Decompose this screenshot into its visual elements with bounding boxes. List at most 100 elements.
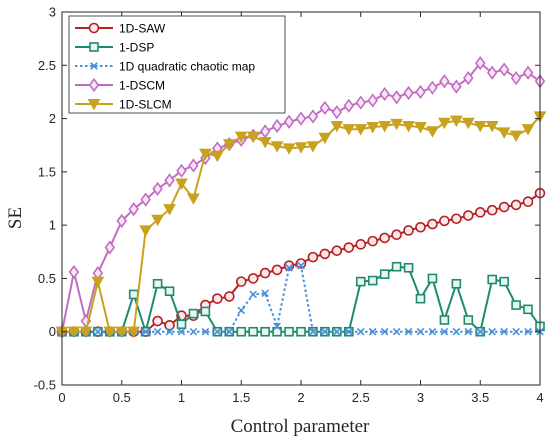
data-point-marker bbox=[427, 80, 438, 95]
x-tick-label: 3.5 bbox=[471, 390, 489, 405]
y-tick-label: 3 bbox=[49, 5, 56, 20]
data-point-marker bbox=[403, 262, 414, 273]
data-point-marker bbox=[319, 100, 331, 116]
y-tick-label: 2.5 bbox=[38, 58, 56, 73]
data-point-marker bbox=[188, 308, 199, 319]
data-point-marker bbox=[404, 327, 413, 336]
data-point-marker bbox=[522, 196, 534, 207]
data-point-marker bbox=[89, 42, 99, 52]
data-point-marker bbox=[331, 245, 343, 257]
data-point-marker bbox=[272, 326, 282, 337]
data-point-marker bbox=[439, 215, 450, 227]
data-point-marker bbox=[415, 221, 426, 233]
x-tick-label: 1.5 bbox=[232, 390, 250, 405]
data-point-marker bbox=[163, 204, 176, 216]
data-point-marker bbox=[88, 22, 100, 34]
data-point-marker bbox=[379, 86, 390, 102]
data-point-marker bbox=[212, 293, 223, 304]
data-point-marker bbox=[403, 225, 414, 236]
data-point-marker bbox=[321, 327, 329, 336]
data-point-marker bbox=[261, 289, 269, 298]
data-point-marker bbox=[511, 300, 521, 310]
data-point-marker bbox=[152, 315, 163, 327]
data-point-marker bbox=[355, 239, 367, 250]
x-axis-ticks: 0 0.5 1 1.5 2 2.5 3 3.5 4 bbox=[58, 12, 544, 405]
data-point-marker bbox=[415, 293, 426, 304]
data-point-marker bbox=[438, 117, 451, 130]
data-point-marker bbox=[87, 98, 101, 111]
data-point-marker bbox=[378, 120, 392, 133]
data-point-marker bbox=[67, 326, 81, 339]
data-point-marker bbox=[152, 181, 163, 197]
data-point-marker bbox=[449, 115, 463, 128]
data-point-marker bbox=[307, 251, 319, 263]
data-point-marker bbox=[499, 276, 509, 287]
data-point-marker bbox=[439, 315, 450, 325]
data-point-marker bbox=[452, 327, 461, 336]
data-point-marker bbox=[330, 120, 344, 133]
data-point-marker bbox=[235, 276, 247, 287]
data-point-marker bbox=[500, 327, 508, 336]
x-tick-label: 3 bbox=[417, 390, 424, 405]
data-point-marker bbox=[318, 132, 332, 145]
data-point-marker bbox=[294, 142, 308, 154]
data-point-marker bbox=[248, 326, 258, 337]
data-point-marker bbox=[354, 124, 368, 136]
data-point-marker bbox=[104, 240, 116, 255]
data-point-marker bbox=[428, 327, 437, 336]
x-tick-label: 2.5 bbox=[352, 390, 370, 405]
data-point-marker bbox=[366, 122, 380, 134]
data-point-marker bbox=[297, 261, 305, 270]
data-point-marker bbox=[273, 322, 281, 331]
legend-label: 1-DSP bbox=[119, 41, 154, 55]
data-point-marker bbox=[91, 276, 105, 289]
data-point-marker bbox=[391, 90, 402, 105]
data-point-marker bbox=[295, 111, 307, 126]
legend-label: 1D-SLCM bbox=[119, 98, 172, 112]
data-point-marker bbox=[355, 276, 366, 287]
data-point-marker bbox=[333, 327, 341, 336]
data-point-marker bbox=[237, 306, 246, 315]
data-point-marker bbox=[258, 136, 272, 149]
data-point-marker bbox=[379, 232, 390, 244]
data-point-marker bbox=[307, 109, 319, 124]
data-point-marker bbox=[140, 192, 151, 207]
data-point-marker bbox=[90, 62, 98, 70]
data-point-marker bbox=[103, 326, 117, 339]
data-point-marker bbox=[246, 131, 260, 144]
data-point-marker bbox=[189, 327, 198, 336]
data-point-marker bbox=[164, 320, 175, 331]
data-point-marker bbox=[439, 74, 450, 89]
data-point-marker bbox=[295, 258, 307, 269]
legend-label: 1D quadratic chaotic map bbox=[119, 60, 255, 74]
data-point-marker bbox=[523, 304, 533, 315]
data-point-marker bbox=[379, 269, 390, 279]
x-tick-label: 1 bbox=[178, 390, 185, 405]
legend: 1D-SAW 1-DSP 1D quadratic chaotic map 1-DSC… bbox=[68, 15, 286, 114]
data-point-marker bbox=[259, 267, 271, 279]
data-point-marker bbox=[461, 117, 475, 130]
data-point-marker bbox=[475, 56, 486, 71]
data-point-marker bbox=[282, 143, 296, 155]
data-point-marker bbox=[139, 225, 153, 237]
data-point-marker bbox=[249, 290, 258, 299]
data-point-marker bbox=[451, 213, 462, 225]
data-point-marker bbox=[487, 274, 498, 285]
x-tick-label: 2 bbox=[297, 390, 304, 405]
legend-label: 1D-SAW bbox=[119, 22, 166, 36]
data-point-marker bbox=[392, 327, 401, 336]
data-point-marker bbox=[356, 327, 365, 336]
data-point-marker bbox=[524, 327, 532, 336]
data-point-marker bbox=[416, 327, 425, 336]
x-tick-label: 4 bbox=[536, 390, 543, 405]
data-point-marker bbox=[390, 118, 403, 131]
data-point-marker bbox=[283, 114, 295, 129]
data-point-marker bbox=[309, 327, 317, 336]
legend-item: 1D-SAW bbox=[75, 22, 166, 36]
data-point-marker bbox=[165, 327, 174, 336]
data-point-marker bbox=[521, 124, 535, 136]
data-point-marker bbox=[486, 65, 498, 80]
data-point-marker bbox=[115, 326, 129, 339]
data-point-marker bbox=[427, 218, 438, 230]
data-point-marker bbox=[306, 141, 320, 153]
